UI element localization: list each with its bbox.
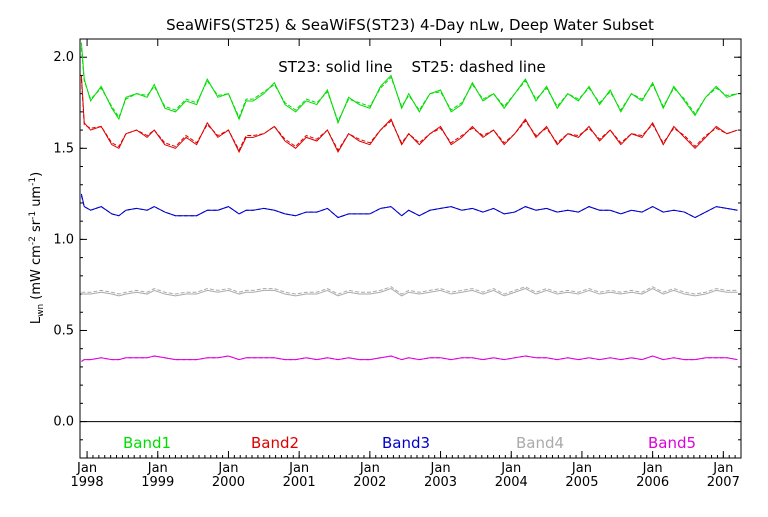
x-tick-month: Jan: [359, 461, 380, 476]
y-label-text: (mW cm: [29, 245, 44, 300]
y-label-sup1: -2: [28, 236, 38, 245]
legend-band4: Band4: [516, 434, 564, 452]
series-line-band1-st25: [80, 48, 738, 123]
x-axis: Jan1998Jan1999Jan2000Jan2001Jan2002Jan20…: [71, 39, 740, 490]
x-tick-month: Jan: [571, 461, 592, 476]
x-tick-month: Jan: [642, 461, 663, 476]
chart-title: SeaWiFS(ST25) & SeaWiFS(ST23) 4-Day nLw,…: [166, 16, 654, 34]
series-line-band3-st23: [80, 193, 738, 219]
y-label-mid: sr: [29, 219, 44, 236]
series-line-band4-st23: [81, 288, 738, 297]
x-tick-month: Jan: [76, 461, 97, 476]
x-tick-year: 2004: [495, 475, 528, 490]
series-line-band3-st25: [80, 195, 738, 219]
legend: Band1 Band2 Band3 Band4 Band5: [123, 434, 696, 452]
series-group: [80, 42, 738, 362]
y-label-sup2: -1: [28, 211, 38, 220]
y-axis-label: Lwn (mW cm-2 sr-1 um-1): [28, 172, 46, 324]
y-label-sup3: -1: [28, 177, 38, 186]
legend-band2: Band2: [251, 434, 299, 452]
x-tick-year: 2001: [283, 475, 316, 490]
line-style-annotation: ST23: solid line ST25: dashed line: [278, 58, 546, 76]
plot-frame: [79, 38, 742, 459]
y-label-end: ): [29, 172, 44, 177]
x-tick-month: Jan: [147, 461, 168, 476]
x-tick-year: 2006: [636, 475, 669, 490]
y-label-sub: wn: [36, 304, 46, 317]
x-tick-month: Jan: [712, 461, 733, 476]
x-tick-year: 1998: [71, 475, 104, 490]
series-line-band2-st25: [80, 79, 738, 152]
x-tick-year: 2003: [424, 475, 457, 490]
series-line-band2-st23: [80, 75, 738, 154]
x-tick-year: 1999: [141, 475, 174, 490]
y-tick-label: 0.5: [53, 323, 74, 338]
x-tick-year: 2002: [353, 475, 386, 490]
x-tick-month: Jan: [430, 461, 451, 476]
y-tick-label: 1.5: [53, 141, 74, 156]
y-label-base: L: [29, 316, 44, 324]
y-tick-label: 2.0: [53, 50, 74, 65]
y-tick-label: 1.0: [53, 232, 74, 247]
y-axis: 0.0 0.5 1.0 1.5 2.0: [53, 38, 741, 459]
y-tick-label: 0.0: [53, 415, 74, 430]
x-tick-month: Jan: [217, 461, 238, 476]
x-tick-year: 2007: [707, 475, 740, 490]
x-tick-month: Jan: [500, 461, 521, 476]
x-tick-month: Jan: [288, 461, 309, 476]
y-label-mid2: um: [29, 186, 44, 211]
series-line-band5-st25: [81, 355, 738, 362]
legend-band1: Band1: [123, 434, 171, 452]
series-line-band4-st25: [81, 286, 738, 295]
x-tick-year: 2005: [565, 475, 598, 490]
x-tick-year: 2000: [212, 475, 245, 490]
series-line-band1-st23: [80, 42, 738, 125]
legend-band3: Band3: [382, 434, 430, 452]
legend-band5: Band5: [648, 434, 696, 452]
svg-text:Lwn (mW cm-2 sr-1 um-1): Lwn (mW cm-2 sr-1 um-1): [28, 172, 46, 324]
